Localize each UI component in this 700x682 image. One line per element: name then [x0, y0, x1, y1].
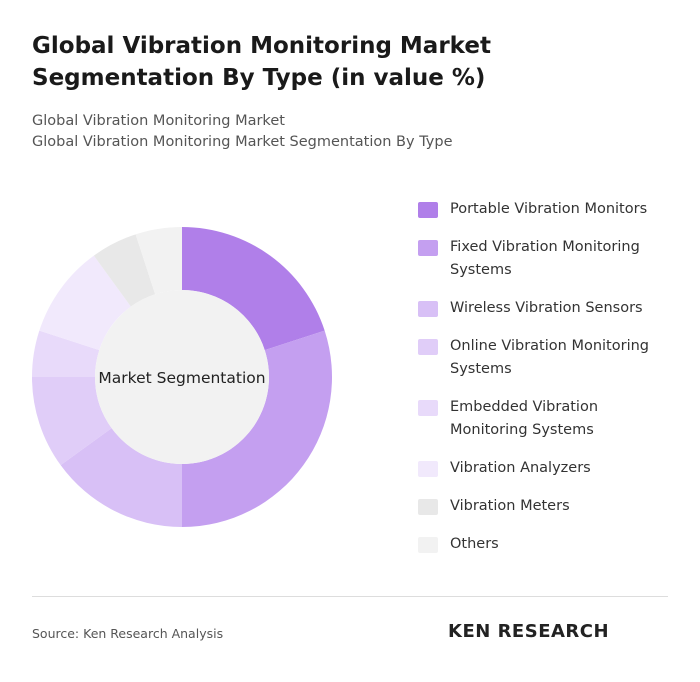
subtitle: Global Vibration Monitoring Market Segme… [32, 134, 453, 150]
legend-item: Fixed Vibration Monitoring Systems [418, 236, 658, 282]
legend-swatch [418, 339, 438, 355]
divider [32, 596, 668, 597]
chart-title: Global Vibration Monitoring Market Segme… [32, 33, 491, 91]
donut-segment [32, 330, 100, 377]
legend-swatch [418, 537, 438, 553]
legend-swatch [418, 499, 438, 515]
donut-segment [32, 377, 112, 466]
source: Source: Ken Research Analysis [32, 626, 224, 641]
legend-label: Online Vibration Monitoring Systems [450, 338, 649, 377]
donut-hole [95, 290, 269, 464]
legend-item: Vibration Analyzers [418, 457, 658, 480]
legend-swatch [418, 240, 438, 256]
legend-label: Embedded Vibration Monitoring Systems [450, 399, 599, 438]
donut-chart: Market Segmentation [32, 227, 332, 527]
legend-item: Vibration Meters [418, 495, 658, 518]
legend-label: Others [450, 536, 499, 552]
logo: KEN RESEARCH [448, 621, 610, 642]
subtitle: Global Vibration Monitoring Market [32, 113, 285, 129]
center-label: Market Segmentation [98, 369, 265, 387]
legend-label: Wireless Vibration Sensors [450, 300, 643, 316]
legend-swatch [418, 301, 438, 317]
legend-item: Others [418, 533, 658, 556]
donut-segment [182, 227, 325, 351]
legend-label: Portable Vibration Monitors [450, 201, 648, 217]
legend-item: Wireless Vibration Sensors [418, 297, 658, 320]
legend-item: Online Vibration Monitoring Systems [418, 335, 658, 381]
legend-swatch [418, 461, 438, 477]
legend-item: Portable Vibration Monitors [418, 198, 658, 221]
legend-label: Vibration Meters [450, 498, 570, 514]
legend-item: Embedded Vibration Monitoring Systems [418, 396, 658, 442]
donut-segment [93, 234, 156, 307]
donut-segment [135, 227, 182, 295]
legend-label: Fixed Vibration Monitoring Systems [450, 239, 640, 278]
donut-segment [39, 255, 131, 351]
donut-segment [182, 330, 332, 527]
legend-swatch [418, 400, 438, 416]
legend: Portable Vibration Monitors Fixed Vibrati… [418, 198, 658, 571]
legend-swatch [418, 202, 438, 218]
legend-label: Vibration Analyzers [450, 460, 591, 476]
donut-segment [60, 428, 183, 527]
